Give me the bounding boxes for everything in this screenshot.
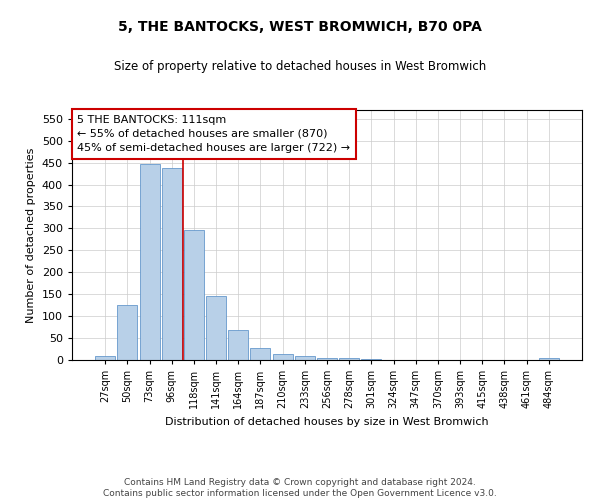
Bar [206,296,226,360]
Bar [361,359,382,360]
Bar [539,358,559,360]
Bar [95,356,115,360]
Bar [272,354,293,360]
Bar [228,330,248,360]
Bar [184,230,204,360]
Bar [118,305,137,360]
Text: Size of property relative to detached houses in West Bromwich: Size of property relative to detached ho… [114,60,486,73]
Bar [295,356,315,360]
Bar [339,358,359,360]
Bar [140,164,160,360]
Text: 5, THE BANTOCKS, WEST BROMWICH, B70 0PA: 5, THE BANTOCKS, WEST BROMWICH, B70 0PA [118,20,482,34]
Text: Contains HM Land Registry data © Crown copyright and database right 2024.
Contai: Contains HM Land Registry data © Crown c… [103,478,497,498]
Bar [317,358,337,360]
Text: 5 THE BANTOCKS: 111sqm
← 55% of detached houses are smaller (870)
45% of semi-de: 5 THE BANTOCKS: 111sqm ← 55% of detached… [77,115,350,153]
X-axis label: Distribution of detached houses by size in West Bromwich: Distribution of detached houses by size … [165,416,489,426]
Y-axis label: Number of detached properties: Number of detached properties [26,148,36,322]
Bar [162,168,182,360]
Bar [250,348,271,360]
